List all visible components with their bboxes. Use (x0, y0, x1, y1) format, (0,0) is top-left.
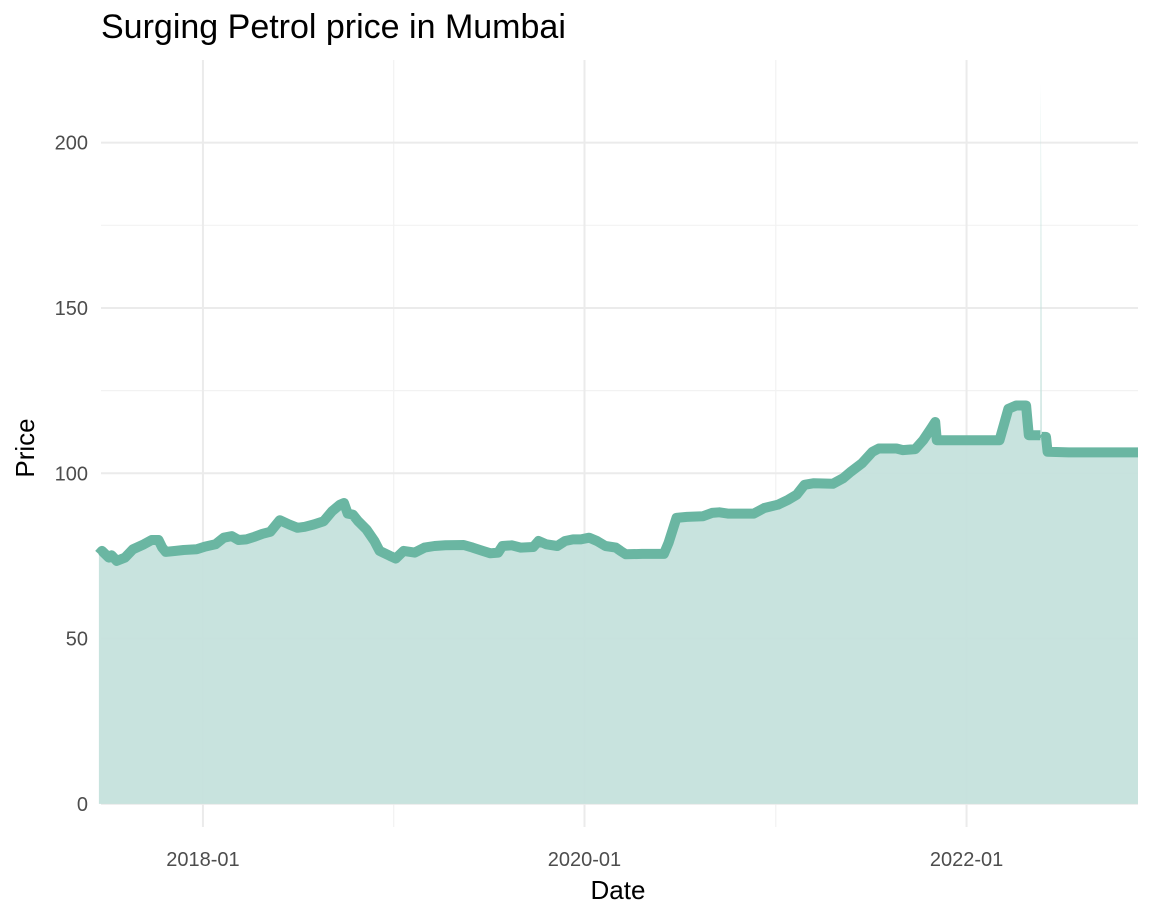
x-axis-title: Date (591, 875, 646, 905)
y-tick-label: 0 (77, 794, 88, 816)
x-tick-label: 2022-01 (930, 849, 1003, 871)
price-area (98, 83, 1138, 804)
y-axis-ticks: 0 50 100 150 200 (55, 133, 88, 816)
data-series (95, 83, 1138, 804)
price-line (1041, 431, 1138, 458)
price-line (95, 400, 1041, 566)
y-tick-label: 200 (55, 133, 88, 155)
x-axis-ticks: 2018-01 2020-01 2022-01 (166, 849, 1003, 871)
y-tick-label: 150 (55, 298, 88, 320)
price-line (1036, 431, 1046, 441)
y-tick-label: 50 (66, 629, 88, 651)
y-axis-title: Price (10, 418, 40, 477)
chart-title: Surging Petrol price in Mumbai (101, 8, 566, 46)
x-tick-label: 2020-01 (548, 849, 621, 871)
y-tick-label: 100 (55, 463, 88, 485)
x-tick-label: 2018-01 (166, 849, 239, 871)
